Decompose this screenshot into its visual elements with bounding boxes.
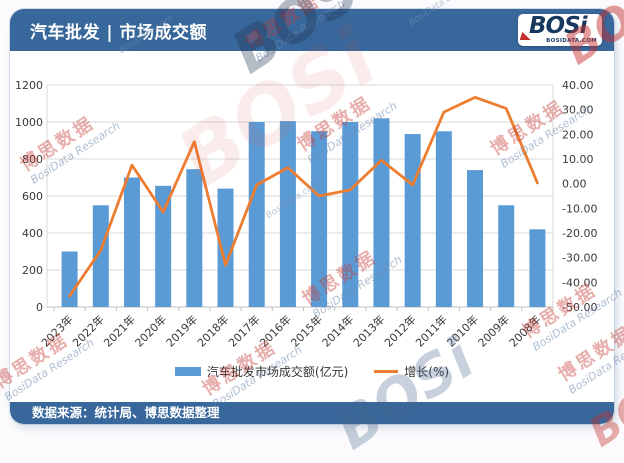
data-source-text: 数据来源：统计局、博思数据整理 bbox=[32, 405, 220, 420]
x-category-label: 2020年 bbox=[132, 312, 169, 349]
x-category-label: 2019年 bbox=[163, 312, 200, 349]
legend-line-swatch bbox=[374, 370, 399, 373]
x-category-label: 2017年 bbox=[225, 312, 262, 349]
x-category-label: 2010年 bbox=[444, 312, 481, 349]
right-axis-tick-label: -30.00 bbox=[562, 252, 597, 265]
right-axis-tick-label: -40.00 bbox=[562, 276, 597, 289]
x-category-label: 2011年 bbox=[412, 312, 449, 349]
x-category-label: 2015年 bbox=[288, 312, 325, 349]
legend-item-bar: 汽车批发市场成交额(亿元) bbox=[174, 363, 349, 380]
bosidata-logo: BOSi BOSIDATA.COM bbox=[518, 14, 602, 46]
legend-line-label: 增长(%) bbox=[404, 365, 450, 379]
bar-2018年 bbox=[217, 188, 234, 307]
x-category-label: 2012年 bbox=[381, 312, 418, 349]
bar-2020年 bbox=[155, 185, 172, 307]
left-axis-tick-label: 600 bbox=[22, 190, 43, 203]
left-axis-tick-label: 400 bbox=[22, 227, 43, 240]
x-category-label: 2013年 bbox=[350, 312, 387, 349]
growth-line bbox=[68, 95, 539, 298]
bar-2019年 bbox=[186, 169, 203, 307]
bar-2016年 bbox=[279, 121, 296, 307]
x-category-label: 2008年 bbox=[506, 312, 543, 349]
bar-2022年 bbox=[92, 205, 109, 307]
chart-area: 0 200 400 600 800 1000 1200 40.00 30.00 20.00 10.0… bbox=[10, 51, 614, 402]
right-axis-tick-label: -20.00 bbox=[562, 227, 597, 240]
header-bar: 汽车批发 | 市场成交额 BOSi BOSIDATA.COM bbox=[10, 9, 614, 51]
x-category-label: 2021年 bbox=[101, 312, 138, 349]
logo-domain-text: BOSIDATA.COM bbox=[546, 38, 597, 44]
combo-chart: 0 200 400 600 800 1000 1200 40.00 30.00 20.00 10.0… bbox=[15, 79, 597, 350]
right-axis-tick-label: 0.00 bbox=[562, 178, 587, 191]
bar-2021年 bbox=[123, 177, 140, 307]
bar-2008年 bbox=[529, 229, 546, 307]
right-axis-tick-label: 10.00 bbox=[562, 153, 594, 166]
x-category-label: 2022年 bbox=[69, 312, 106, 349]
right-axis-tick-label: -10.00 bbox=[562, 202, 597, 215]
right-axis-tick-label: 30.00 bbox=[562, 104, 594, 117]
bar-2012年 bbox=[404, 134, 421, 307]
bar-2014年 bbox=[342, 122, 359, 307]
page-title: 汽车批发 | 市场成交额 bbox=[30, 22, 208, 43]
x-category-label: 2016年 bbox=[257, 312, 294, 349]
right-axis-tick-label: -50.00 bbox=[562, 301, 597, 314]
x-category-label: 2009年 bbox=[475, 312, 512, 349]
footer-bar: 数据来源：统计局、博思数据整理 bbox=[10, 402, 614, 424]
bar-2023年 bbox=[61, 251, 78, 307]
bar-2015年 bbox=[311, 131, 328, 307]
right-axis-tick-label: 40.00 bbox=[562, 79, 594, 92]
chart-legend: 汽车批发市场成交额(亿元) 增长(%) bbox=[10, 363, 614, 380]
x-category-label: 2023年 bbox=[38, 312, 75, 349]
left-axis-tick-label: 0 bbox=[36, 301, 43, 314]
bar-2013年 bbox=[373, 118, 390, 307]
left-axis-tick-label: 800 bbox=[22, 153, 43, 166]
bar-2011年 bbox=[435, 131, 452, 307]
bar-2017年 bbox=[248, 122, 265, 307]
logo-brand-text: BOSi bbox=[529, 14, 588, 39]
x-category-label: 2014年 bbox=[319, 312, 356, 349]
chart-card: 汽车批发 | 市场成交额 BOSi BOSIDATA.COM 0 200 400 60… bbox=[10, 9, 614, 424]
legend-bar-label: 汽车批发市场成交额(亿元) bbox=[206, 365, 349, 379]
left-axis-tick-label: 200 bbox=[22, 264, 43, 277]
left-axis-tick-label: 1200 bbox=[15, 79, 43, 92]
legend-item-line: 增长(%) bbox=[374, 363, 449, 380]
bar-2009年 bbox=[498, 205, 515, 307]
left-axis-tick-label: 1000 bbox=[15, 116, 43, 129]
x-category-label: 2018年 bbox=[194, 312, 231, 349]
bar-2010年 bbox=[467, 170, 484, 307]
legend-bar-swatch bbox=[174, 367, 201, 376]
right-axis-tick-label: 20.00 bbox=[562, 128, 594, 141]
